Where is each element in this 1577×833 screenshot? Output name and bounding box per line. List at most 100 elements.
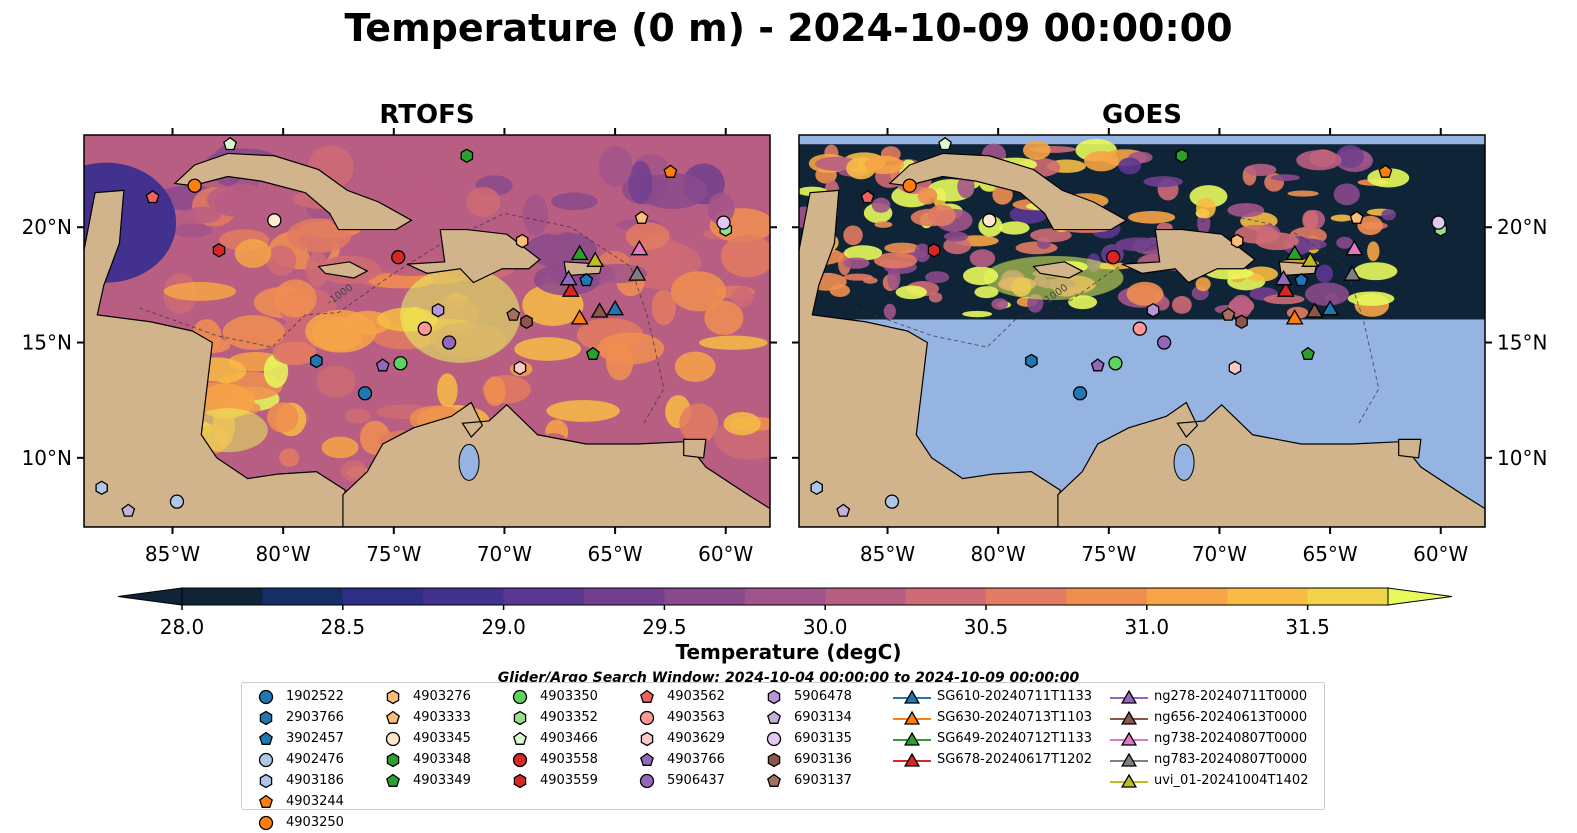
lat-tick-label: 10°N (22, 446, 72, 470)
legend-float-symbol (767, 752, 781, 768)
colorbar-segment (744, 588, 826, 605)
argo-float-4903333 (634, 210, 649, 224)
legend-float-symbol (513, 773, 527, 789)
legend-entry-label: 4903559 (540, 773, 598, 788)
argo-float-1902522 (357, 386, 373, 401)
legend-glider-marker (1110, 710, 1148, 725)
colorbar-segment (262, 588, 344, 605)
lon-tick-label: 85°W (145, 542, 200, 566)
glider-SG610-20240711T1133 (606, 299, 625, 316)
colorbar-tick-label: 31.5 (1285, 615, 1330, 639)
lon-tick-label: 80°W (256, 542, 311, 566)
temperature-patch (1302, 210, 1319, 231)
legend-glider-marker (1110, 689, 1148, 704)
temperature-patch (551, 192, 598, 211)
glider-SG630-20240713T1103 (1285, 309, 1304, 325)
legend-entry-label: 2903766 (286, 710, 344, 725)
temperature-patch (287, 218, 352, 253)
temperature-patch (670, 271, 727, 312)
temperature-patch (927, 204, 956, 227)
land-trinidad (683, 438, 707, 459)
temperature-patch (279, 448, 300, 467)
temperature-patch (1115, 237, 1163, 252)
legend-float-symbol (640, 689, 654, 703)
lon-tick-label: 65°W (1302, 542, 1357, 566)
temperature-patch (388, 170, 459, 215)
legend-float-symbol (513, 731, 527, 745)
colorbar-segment (1307, 588, 1389, 605)
legend-float-marker (513, 773, 527, 789)
legend-float-marker (259, 773, 273, 789)
legend-float-symbol (640, 752, 654, 766)
legend-float-marker (639, 710, 655, 726)
legend-float-marker (386, 689, 400, 705)
legend-float-symbol (258, 689, 274, 705)
temperature-patch (1118, 157, 1141, 175)
temperature-patch (171, 223, 213, 238)
legend-float-marker (259, 794, 273, 808)
temperature-patch (1336, 236, 1353, 249)
temperature-patch (1336, 145, 1364, 169)
legend-glider-marker (893, 689, 931, 704)
legend-float-marker (767, 773, 781, 787)
temperature-patch (991, 298, 1009, 310)
argo-float-4903562 (860, 189, 875, 204)
legend-float-symbol (258, 752, 274, 768)
argo-float-4903333 (1349, 210, 1364, 224)
legend-float-marker (258, 815, 274, 831)
legend-float-symbol (259, 710, 273, 726)
legend-glider-triangle (903, 689, 921, 704)
search-window-note: Glider/Argo Search Window: 2024-10-04 00… (497, 670, 1080, 684)
temperature-patch (1381, 209, 1397, 221)
glider-ng278-20240711T0000 (559, 269, 578, 286)
temperature-patch (267, 402, 299, 433)
temperature-patch (1296, 150, 1342, 171)
legend: 1902522 2903766 3902457 4902476 4903186 49032… (241, 682, 1325, 831)
temperature-patch (344, 408, 372, 424)
land-central (799, 189, 1061, 527)
argo-float-6903135 (716, 215, 731, 230)
temperature-patch (1244, 266, 1278, 282)
temperature-patch (273, 279, 317, 318)
legend-entry-label: 4903333 (413, 710, 471, 725)
argo-float-4903563 (1132, 321, 1147, 336)
temperature-patch (1367, 168, 1410, 188)
argo-float-4902476 (884, 494, 900, 509)
temperature-patch (862, 277, 878, 284)
glider-SG649-20240712T1133 (1285, 244, 1304, 261)
lat-tick-label: 20°N (22, 215, 72, 239)
legend-float-marker (640, 752, 654, 766)
colorbar-under-arrow (117, 587, 183, 606)
glider-SG610-20240711T1133 (1321, 299, 1340, 316)
legend-glider-marker (893, 710, 931, 725)
legend-float-symbol (767, 710, 781, 724)
legend-float-symbol (767, 689, 781, 705)
legend-glider-triangle (1120, 731, 1138, 746)
temperature-patch (222, 315, 285, 350)
colorbar-segment (342, 588, 424, 605)
argo-float-4903558 (1106, 250, 1121, 265)
colorbar-tick-label: 28.0 (160, 615, 205, 639)
temperature-patch (1126, 281, 1164, 306)
temperature-patch (1333, 183, 1360, 206)
legend-float-marker (767, 752, 781, 768)
legend-entry-label: ng738-20240807T0000 (1154, 731, 1308, 746)
legend-entry-label: 4903348 (413, 752, 471, 767)
argo-float-6903136 (520, 314, 533, 330)
argo-float-4903559 (212, 243, 226, 258)
temperature-patch (1015, 241, 1058, 255)
glider-ng783-20240807T0000 (628, 265, 647, 281)
argo-float-4903349 (586, 346, 600, 360)
lake-maracaibo (458, 443, 480, 481)
legend-float-marker (766, 731, 782, 747)
argo-float-4903350 (393, 356, 408, 371)
colorbar-tick-label: 30.0 (803, 615, 848, 639)
legend-glider-marker (1110, 731, 1148, 746)
temperature-patch (699, 335, 768, 350)
legend-float-symbol (512, 752, 528, 768)
legend-glider-triangle (903, 710, 921, 725)
legend-float-symbol (639, 710, 655, 726)
legend-float-marker (512, 689, 528, 705)
lon-tick-label: 60°W (698, 542, 753, 566)
temperature-patch (864, 155, 905, 175)
